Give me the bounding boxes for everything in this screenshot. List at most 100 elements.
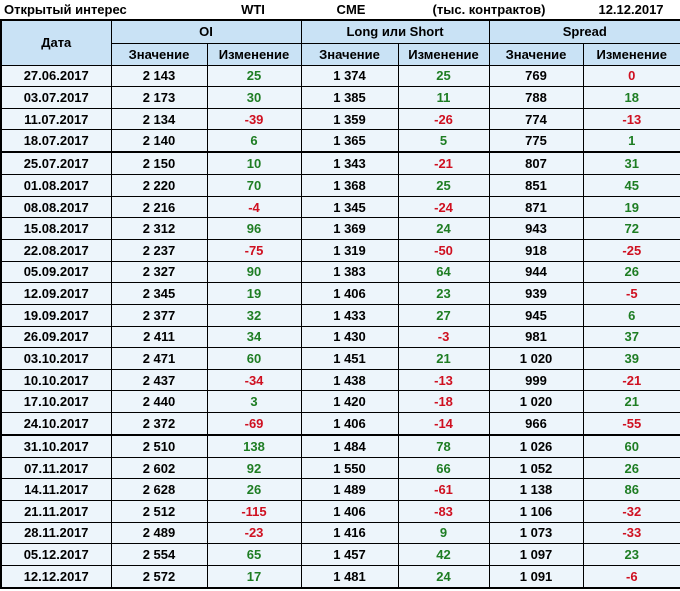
date-cell: 26.09.2017 bbox=[0, 325, 112, 349]
value-cell: 1 020 bbox=[488, 347, 584, 370]
column-subheader-spread-change: Изменение bbox=[582, 42, 680, 66]
table-row: 18.07.2017 2 140 6 1 365 5 775 1 bbox=[0, 129, 680, 154]
date-cell: 14.11.2017 bbox=[0, 478, 112, 501]
date-cell: 15.08.2017 bbox=[0, 217, 112, 240]
change-cell: 65 bbox=[206, 543, 302, 566]
value-cell: 1 484 bbox=[300, 434, 399, 458]
date-cell: 25.07.2017 bbox=[0, 151, 112, 176]
date-cell: 10.10.2017 bbox=[0, 368, 112, 392]
change-cell: -3 bbox=[397, 325, 490, 349]
value-cell: 1 345 bbox=[300, 195, 399, 219]
units-label: (тыс. контрактов) bbox=[432, 2, 546, 17]
date-cell: 12.09.2017 bbox=[0, 282, 112, 305]
change-cell: 86 bbox=[582, 478, 680, 501]
value-cell: 2 134 bbox=[110, 107, 208, 131]
value-cell: 1 489 bbox=[300, 478, 399, 501]
value-cell: 788 bbox=[488, 86, 584, 109]
date-cell: 22.08.2017 bbox=[0, 238, 112, 262]
value-cell: 2 489 bbox=[110, 521, 208, 545]
value-cell: 2 237 bbox=[110, 238, 208, 262]
change-cell: 42 bbox=[397, 543, 490, 566]
change-cell: 10 bbox=[206, 151, 302, 176]
table-row: 08.08.2017 2 216 -4 1 345 -24 871 19 bbox=[0, 195, 680, 219]
table-row: 31.10.2017 2 510 138 1 484 78 1 026 60 bbox=[0, 434, 680, 458]
value-cell: 774 bbox=[488, 107, 584, 131]
value-cell: 2 554 bbox=[110, 543, 208, 566]
change-cell: 24 bbox=[397, 217, 490, 240]
change-cell: 26 bbox=[206, 478, 302, 501]
column-group-long-short: Long или Short bbox=[300, 19, 490, 44]
change-cell: 96 bbox=[206, 217, 302, 240]
table-row: 10.10.2017 2 437 -34 1 438 -13 999 -21 bbox=[0, 368, 680, 392]
change-cell: 23 bbox=[582, 543, 680, 566]
value-cell: 2 377 bbox=[110, 303, 208, 327]
change-cell: 0 bbox=[582, 64, 680, 88]
table-row: 01.08.2017 2 220 70 1 368 25 851 45 bbox=[0, 174, 680, 197]
change-cell: -21 bbox=[397, 151, 490, 176]
value-cell: 871 bbox=[488, 195, 584, 219]
column-group-spread: Spread bbox=[488, 19, 680, 44]
value-cell: 2 372 bbox=[110, 412, 208, 436]
table-row: 28.11.2017 2 489 -23 1 416 9 1 073 -33 bbox=[0, 521, 680, 545]
change-cell: -13 bbox=[582, 107, 680, 131]
date-cell: 19.09.2017 bbox=[0, 303, 112, 327]
change-cell: -115 bbox=[206, 500, 302, 523]
change-cell: 18 bbox=[582, 86, 680, 109]
open-interest-table: Дата OI Long или Short Spread Значение И… bbox=[0, 19, 680, 589]
change-cell: 21 bbox=[582, 390, 680, 414]
change-cell: 60 bbox=[206, 347, 302, 370]
value-cell: 2 628 bbox=[110, 478, 208, 501]
table-row: 12.09.2017 2 345 19 1 406 23 939 -5 bbox=[0, 282, 680, 305]
instrument-label: WTI bbox=[241, 2, 265, 17]
change-cell: 21 bbox=[397, 347, 490, 370]
value-cell: 943 bbox=[488, 217, 584, 240]
change-cell: -83 bbox=[397, 500, 490, 523]
date-cell: 17.10.2017 bbox=[0, 390, 112, 414]
change-cell: 34 bbox=[206, 325, 302, 349]
value-cell: 2 572 bbox=[110, 564, 208, 589]
value-cell: 1 433 bbox=[300, 303, 399, 327]
value-cell: 1 457 bbox=[300, 543, 399, 566]
date-cell: 07.11.2017 bbox=[0, 456, 112, 480]
table-row: 03.07.2017 2 173 30 1 385 11 788 18 bbox=[0, 86, 680, 109]
change-cell: 6 bbox=[206, 129, 302, 154]
change-cell: 138 bbox=[206, 434, 302, 458]
column-subheader-long-value: Значение bbox=[300, 42, 399, 66]
table-row: 14.11.2017 2 628 26 1 489 -61 1 138 86 bbox=[0, 478, 680, 501]
value-cell: 1 550 bbox=[300, 456, 399, 480]
change-cell: 9 bbox=[397, 521, 490, 545]
value-cell: 2 440 bbox=[110, 390, 208, 414]
value-cell: 2 327 bbox=[110, 260, 208, 284]
change-cell: 3 bbox=[206, 390, 302, 414]
report-date-label: 12.12.2017 bbox=[598, 2, 664, 17]
value-cell: 939 bbox=[488, 282, 584, 305]
change-cell: 66 bbox=[397, 456, 490, 480]
change-cell: 25 bbox=[206, 64, 302, 88]
change-cell: 25 bbox=[397, 174, 490, 197]
change-cell: 39 bbox=[582, 347, 680, 370]
change-cell: 31 bbox=[582, 151, 680, 176]
change-cell: 27 bbox=[397, 303, 490, 327]
value-cell: 945 bbox=[488, 303, 584, 327]
value-cell: 1 406 bbox=[300, 282, 399, 305]
change-cell: 26 bbox=[582, 260, 680, 284]
value-cell: 1 420 bbox=[300, 390, 399, 414]
value-cell: 1 138 bbox=[488, 478, 584, 501]
date-cell: 27.06.2017 bbox=[0, 64, 112, 88]
column-subheader-oi-change: Изменение bbox=[206, 42, 302, 66]
change-cell: 92 bbox=[206, 456, 302, 480]
change-cell: -24 bbox=[397, 195, 490, 219]
value-cell: 807 bbox=[488, 151, 584, 176]
change-cell: 23 bbox=[397, 282, 490, 305]
change-cell: 24 bbox=[397, 564, 490, 589]
change-cell: 32 bbox=[206, 303, 302, 327]
change-cell: 64 bbox=[397, 260, 490, 284]
exchange-label: CME bbox=[336, 2, 366, 17]
change-cell: 70 bbox=[206, 174, 302, 197]
change-cell: -32 bbox=[582, 500, 680, 523]
value-cell: 1 091 bbox=[488, 564, 584, 589]
value-cell: 769 bbox=[488, 64, 584, 88]
value-cell: 2 140 bbox=[110, 129, 208, 154]
change-cell: -50 bbox=[397, 238, 490, 262]
